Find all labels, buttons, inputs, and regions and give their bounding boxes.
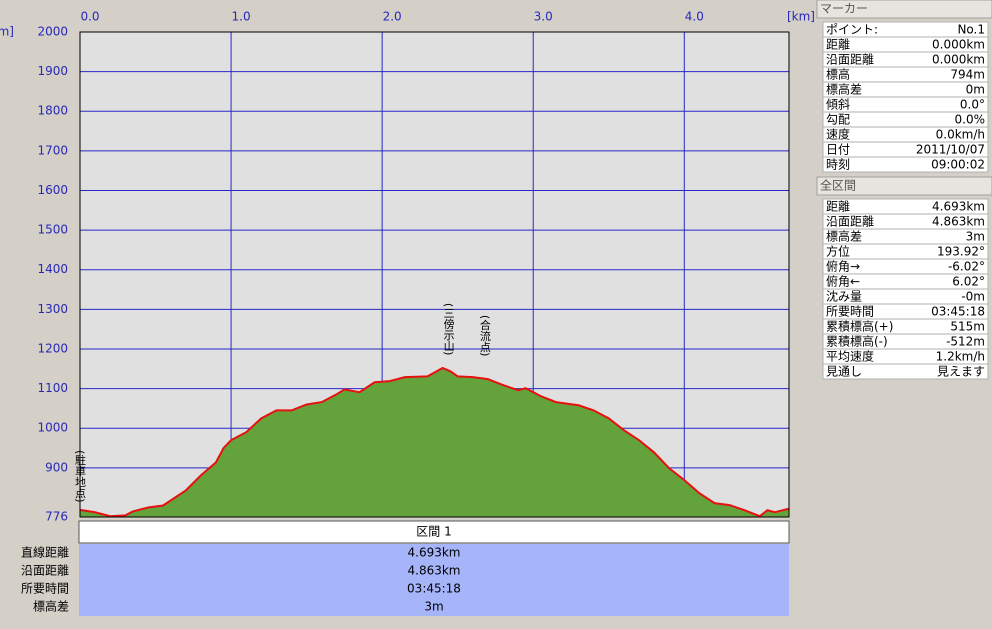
section-value: 3m — [424, 600, 443, 614]
x-unit: [km] — [787, 10, 815, 24]
section-label: 直線距離 — [21, 545, 69, 560]
y-tick-label: 1900 — [37, 64, 68, 78]
panel-value: No.1 — [957, 23, 985, 37]
section-value: 4.693km — [408, 546, 461, 560]
panel-row-bg — [822, 156, 989, 173]
x-tick-label: 2.0 — [383, 10, 402, 24]
annotation: (合流点) — [478, 315, 491, 357]
section-header-bg — [78, 520, 790, 544]
x-tick-label: 3.0 — [534, 10, 553, 24]
panel-label: 標高差 — [826, 229, 862, 244]
panel-value: -512m — [946, 335, 985, 349]
y-tick-label: 1800 — [37, 104, 68, 118]
x-tick-label: 0.0 — [80, 10, 99, 24]
panel-title: 全区間 — [820, 178, 856, 193]
y-tick-label: 1400 — [37, 262, 68, 276]
section-row-bg — [79, 544, 789, 562]
panel-label: 沿面距離 — [826, 53, 874, 67]
panel-title: マーカー — [820, 2, 868, 16]
panel-label: 方位 — [826, 244, 850, 259]
panel-value: -0m — [961, 290, 985, 304]
panel-value: 794m — [950, 68, 985, 82]
panel-label: 平均速度 — [826, 349, 874, 364]
panel-label: 標高 — [826, 67, 850, 82]
panel-value: 見えます — [937, 365, 985, 379]
panel-label: 見通し — [826, 365, 862, 379]
panel-value: 1.2km/h — [936, 350, 985, 364]
panel-value: 0.000km — [932, 38, 985, 52]
panel-value: 0.0% — [955, 113, 986, 127]
panel-value: 0m — [966, 83, 985, 97]
panel-label: 距離 — [826, 200, 850, 214]
panel-label: 所要時間 — [826, 305, 874, 319]
panel-value: 0.0° — [960, 98, 985, 112]
panel-label: 累積標高(+) — [826, 319, 893, 334]
panel-header-bg — [816, 0, 992, 19]
panel-label: 俯角→ — [826, 259, 860, 274]
y-tick-label: 1500 — [37, 223, 68, 237]
panel-value: 3m — [966, 230, 985, 244]
panel-label: 勾配 — [826, 113, 850, 127]
y-unit: [m] — [0, 25, 14, 39]
panel-label: 俯角← — [826, 274, 860, 289]
section-row-bg — [79, 562, 789, 580]
panel-label: 沈み量 — [826, 289, 862, 304]
x-tick-label: 1.0 — [232, 10, 251, 24]
panel-row-bg — [822, 363, 989, 380]
section-label: 標高差 — [33, 599, 69, 614]
y-tick-label: 2000 — [37, 25, 68, 39]
profile-area — [80, 368, 789, 517]
panel-value: -6.02° — [948, 260, 985, 274]
y-tick-label: 900 — [45, 460, 68, 474]
section-label: 沿面距離 — [21, 564, 69, 578]
section-value: 03:45:18 — [407, 582, 461, 596]
profile-line — [79, 366, 790, 518]
panel-value: 6.02° — [952, 275, 985, 289]
panel-value: 193.92° — [937, 245, 985, 259]
panel-value: 0.0km/h — [936, 128, 985, 142]
y-tick-label: 776 — [45, 510, 68, 524]
panel-label: 日付 — [826, 143, 850, 157]
x-tick-label: 4.0 — [685, 10, 704, 24]
panel-label: 距離 — [826, 38, 850, 52]
y-tick-label: 1300 — [37, 302, 68, 316]
panel-label: 累積標高(-) — [826, 334, 888, 349]
section-row-bg — [79, 580, 789, 598]
section-value: 4.863km — [408, 564, 461, 578]
panel-value: 4.863km — [932, 215, 985, 229]
panel-value: 09:00:02 — [931, 158, 985, 172]
section-label: 所要時間 — [21, 582, 69, 596]
y-tick-label: 1200 — [37, 341, 68, 355]
panel-value: 2011/10/07 — [916, 143, 985, 157]
panel-header-bg — [816, 176, 992, 196]
annotation: (三傍示山) — [442, 303, 455, 356]
panel-value: 4.693km — [932, 200, 985, 214]
plot-border — [79, 31, 790, 518]
panel-label: 速度 — [826, 127, 850, 142]
y-tick-label: 1100 — [37, 381, 68, 395]
panel-label: 時刻 — [826, 158, 850, 172]
section-row-bg — [79, 598, 789, 616]
panel-label: 標高差 — [826, 82, 862, 97]
y-tick-label: 1000 — [37, 421, 68, 435]
panel-value: 0.000km — [932, 53, 985, 67]
section-header: 区間 1 — [416, 525, 451, 539]
panel-label: 沿面距離 — [826, 215, 874, 229]
panel-value: 515m — [950, 320, 985, 334]
y-tick-label: 1700 — [37, 143, 68, 157]
panel-value: 03:45:18 — [931, 305, 985, 319]
panel-label: 傾斜 — [826, 98, 850, 112]
y-tick-label: 1600 — [37, 183, 68, 197]
panel-label: ポイント: — [826, 23, 878, 37]
